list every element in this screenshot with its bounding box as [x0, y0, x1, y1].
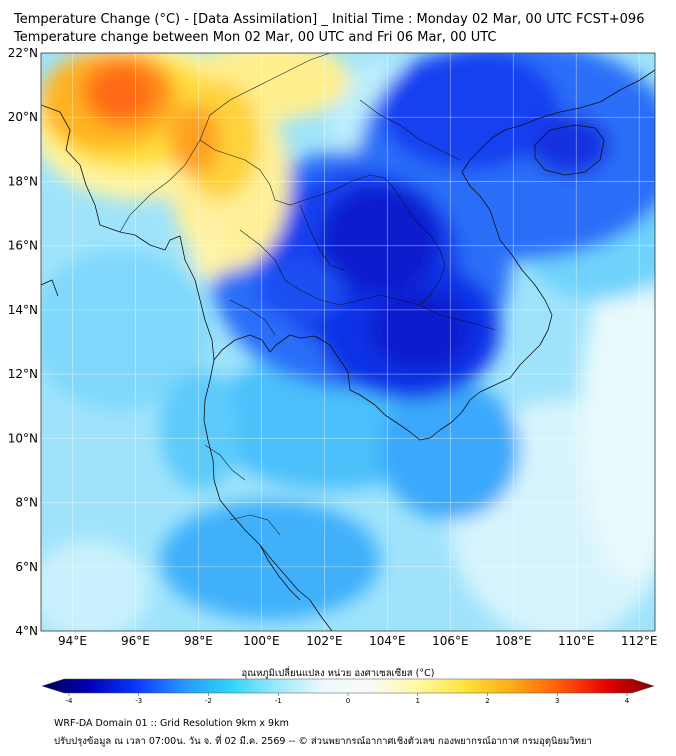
country-borders: [119, 53, 496, 536]
lon-tick-label: 112°E: [621, 634, 658, 648]
longitude-labels: 94°E 96°E 98°E 100°E 102°E 104°E 106°E 108°E 110…: [58, 634, 657, 648]
plot-area: [41, 53, 655, 631]
colorbar-tick-label: 4: [625, 697, 630, 705]
colorbar-ramp: [41, 678, 655, 694]
colorbar-tick-label: 0: [346, 697, 350, 705]
plot-frame: [40, 52, 656, 632]
latitude-labels: 4°N 6°N 8°N 10°N 12°N 14°N 16°N 18°N 20°N 22°N: [8, 46, 38, 638]
colorbar-tick-label: -2: [205, 697, 212, 705]
colorbar-tick-label: -1: [275, 697, 282, 705]
lat-tick-label: 12°N: [8, 367, 38, 381]
lon-tick-label: 94°E: [58, 634, 87, 648]
lat-tick-label: 18°N: [8, 174, 38, 188]
colorbar-tick-label: 1: [416, 697, 420, 705]
lon-tick-label: 98°E: [184, 634, 213, 648]
lon-tick-label: 110°E: [558, 634, 595, 648]
lon-tick-label: 96°E: [121, 634, 150, 648]
field-blobs: [41, 53, 655, 631]
colorbar-tick-labels: -4 -3 -2 -1 0 1 2 3 4: [66, 693, 630, 705]
colorbar-tick-label: -4: [66, 697, 74, 705]
lon-tick-label: 100°E: [243, 634, 280, 648]
chart-subtitle: Temperature change between Mon 02 Mar, 0…: [14, 30, 497, 45]
lat-tick-label: 22°N: [8, 46, 38, 60]
lat-tick-label: 10°N: [8, 431, 38, 445]
footer-credit: ปรับปรุงข้อมูล ณ เวลา 07:00น. วัน จ. ที่…: [54, 736, 592, 747]
colorbar-tick-label: -3: [135, 697, 142, 705]
lat-tick-label: 20°N: [8, 110, 38, 124]
lon-tick-label: 108°E: [495, 634, 532, 648]
colorbar: -4 -3 -2 -1 0 1 2 3 4: [41, 678, 655, 705]
lat-tick-label: 8°N: [15, 496, 38, 510]
lat-tick-label: 4°N: [15, 624, 38, 638]
lon-tick-label: 104°E: [369, 634, 406, 648]
lon-tick-label: 102°E: [306, 634, 343, 648]
lat-tick-label: 16°N: [8, 239, 38, 253]
lat-tick-label: 14°N: [8, 303, 38, 317]
footer-model-info: WRF-DA Domain 01 :: Grid Resolution 9km …: [54, 718, 289, 729]
lat-tick-label: 6°N: [15, 560, 38, 574]
coastlines: [41, 69, 655, 631]
colorbar-label: อุณหภูมิเปลี่ยนแปลง หน่วย องศาเซลเซียส (…: [241, 668, 435, 679]
lon-tick-label: 106°E: [432, 634, 469, 648]
colorbar-tick-label: 3: [555, 697, 559, 705]
chart-title: Temperature Change (°C) - [Data Assimila…: [14, 12, 645, 27]
colorbar-tick-label: 2: [485, 697, 489, 705]
